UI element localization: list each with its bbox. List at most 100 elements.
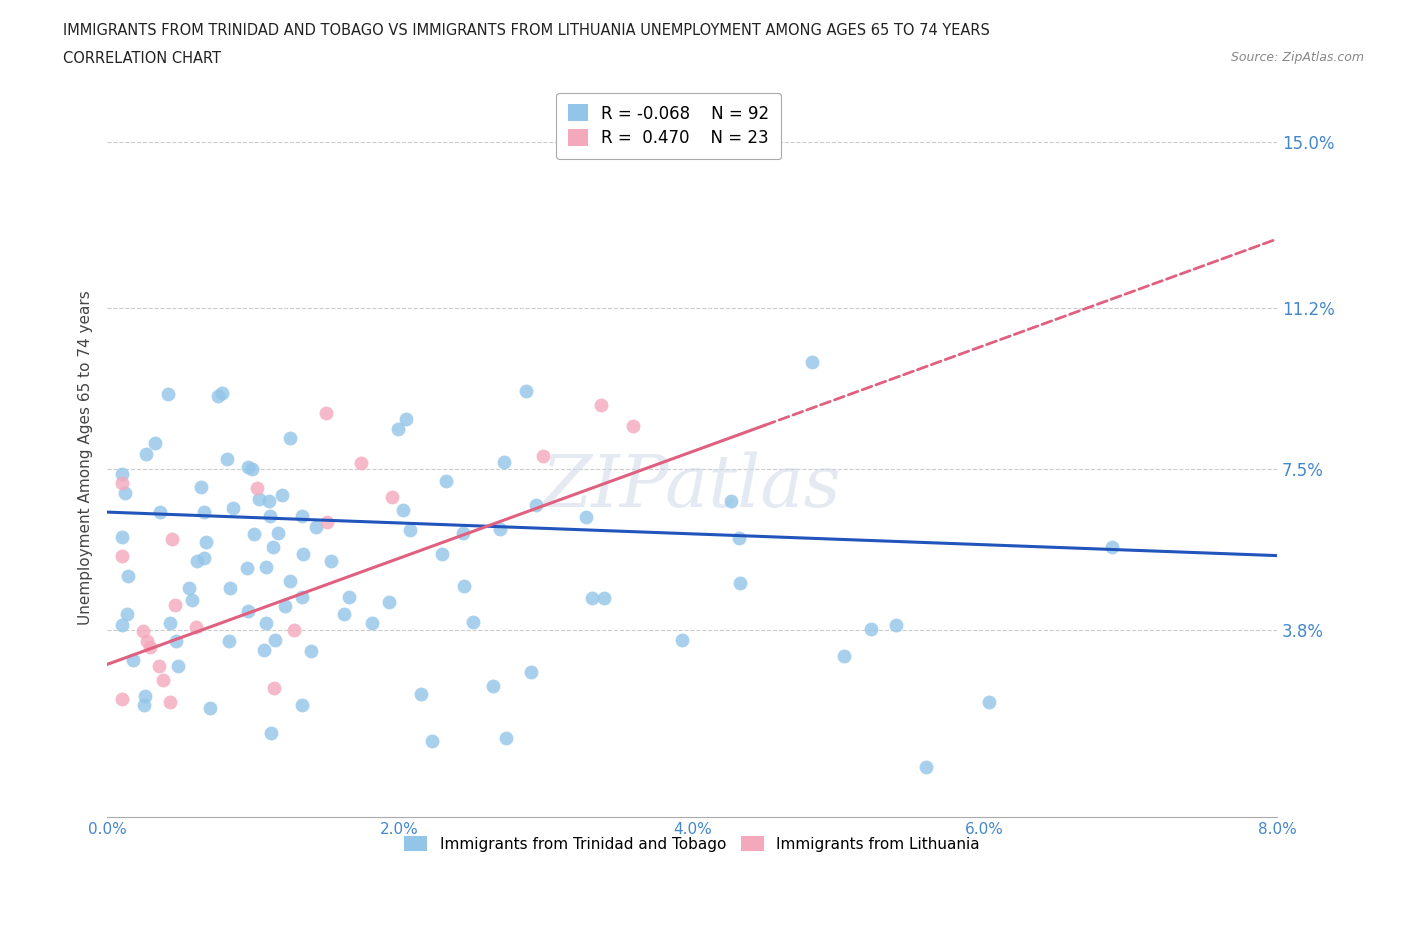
Point — [148, 658, 170, 673]
Point — [832, 649, 855, 664]
Point — [139, 640, 162, 655]
Point — [233, 825, 256, 840]
Point — [859, 621, 882, 636]
Y-axis label: Unemployment Among Ages 65 to 74 years: Unemployment Among Ages 65 to 74 years — [79, 290, 93, 625]
Point — [193, 551, 215, 565]
Point — [247, 491, 270, 506]
Point — [211, 386, 233, 401]
Point — [305, 520, 328, 535]
Point — [409, 686, 432, 701]
Point — [621, 418, 644, 433]
Point — [262, 539, 284, 554]
Point — [350, 456, 373, 471]
Point — [434, 474, 457, 489]
Point — [291, 698, 314, 713]
Point — [111, 530, 134, 545]
Point — [575, 510, 598, 525]
Point — [121, 653, 143, 668]
Point — [134, 688, 156, 703]
Point — [430, 547, 453, 562]
Point — [190, 480, 212, 495]
Point — [278, 574, 301, 589]
Point — [728, 576, 751, 591]
Point — [451, 525, 474, 540]
Point — [148, 504, 170, 519]
Point — [979, 694, 1001, 709]
Text: CORRELATION CHART: CORRELATION CHART — [63, 51, 221, 66]
Point — [160, 532, 183, 547]
Point — [299, 644, 322, 658]
Point — [332, 607, 354, 622]
Point — [378, 595, 401, 610]
Point — [271, 488, 294, 503]
Point — [316, 514, 339, 529]
Point — [387, 421, 409, 436]
Point — [278, 431, 301, 445]
Point — [422, 734, 444, 749]
Point — [152, 672, 174, 687]
Point — [254, 559, 277, 574]
Point — [159, 695, 181, 710]
Point — [520, 664, 543, 679]
Point — [260, 725, 283, 740]
Point — [156, 387, 179, 402]
Point — [1101, 539, 1123, 554]
Point — [257, 493, 280, 508]
Point — [589, 397, 612, 412]
Point — [134, 698, 156, 712]
Point — [222, 500, 245, 515]
Point — [291, 590, 314, 604]
Point — [117, 568, 139, 583]
Point — [524, 498, 547, 513]
Point — [259, 509, 281, 524]
Point — [181, 592, 204, 607]
Point — [671, 632, 693, 647]
Point — [253, 643, 276, 658]
Point — [184, 619, 207, 634]
Point — [111, 475, 134, 490]
Point — [461, 615, 484, 630]
Point — [242, 526, 264, 541]
Point — [515, 384, 537, 399]
Point — [218, 633, 240, 648]
Point — [915, 760, 938, 775]
Point — [165, 634, 187, 649]
Point — [381, 490, 404, 505]
Point — [238, 459, 260, 474]
Point — [114, 485, 136, 500]
Point — [488, 522, 510, 537]
Point — [315, 405, 337, 420]
Point — [186, 553, 208, 568]
Point — [240, 461, 263, 476]
Point — [274, 598, 297, 613]
Point — [481, 679, 503, 694]
Point — [111, 548, 134, 563]
Point — [207, 389, 229, 404]
Point — [267, 525, 290, 540]
Point — [592, 591, 614, 605]
Legend: Immigrants from Trinidad and Tobago, Immigrants from Lithuania: Immigrants from Trinidad and Tobago, Imm… — [396, 828, 987, 859]
Point — [495, 731, 517, 746]
Point — [132, 623, 155, 638]
Text: Source: ZipAtlas.com: Source: ZipAtlas.com — [1230, 51, 1364, 64]
Point — [886, 618, 908, 632]
Point — [581, 591, 603, 605]
Point — [200, 701, 222, 716]
Point — [720, 493, 742, 508]
Point — [218, 580, 240, 595]
Point — [236, 561, 259, 576]
Point — [193, 505, 215, 520]
Point — [135, 446, 157, 461]
Point — [115, 606, 138, 621]
Point — [337, 589, 360, 604]
Point — [492, 455, 515, 470]
Point — [263, 681, 285, 696]
Point — [166, 658, 188, 673]
Point — [111, 618, 134, 632]
Point — [531, 448, 554, 463]
Point — [319, 553, 342, 568]
Point — [111, 467, 134, 482]
Point — [453, 578, 475, 593]
Point — [217, 452, 239, 467]
Point — [398, 523, 420, 538]
